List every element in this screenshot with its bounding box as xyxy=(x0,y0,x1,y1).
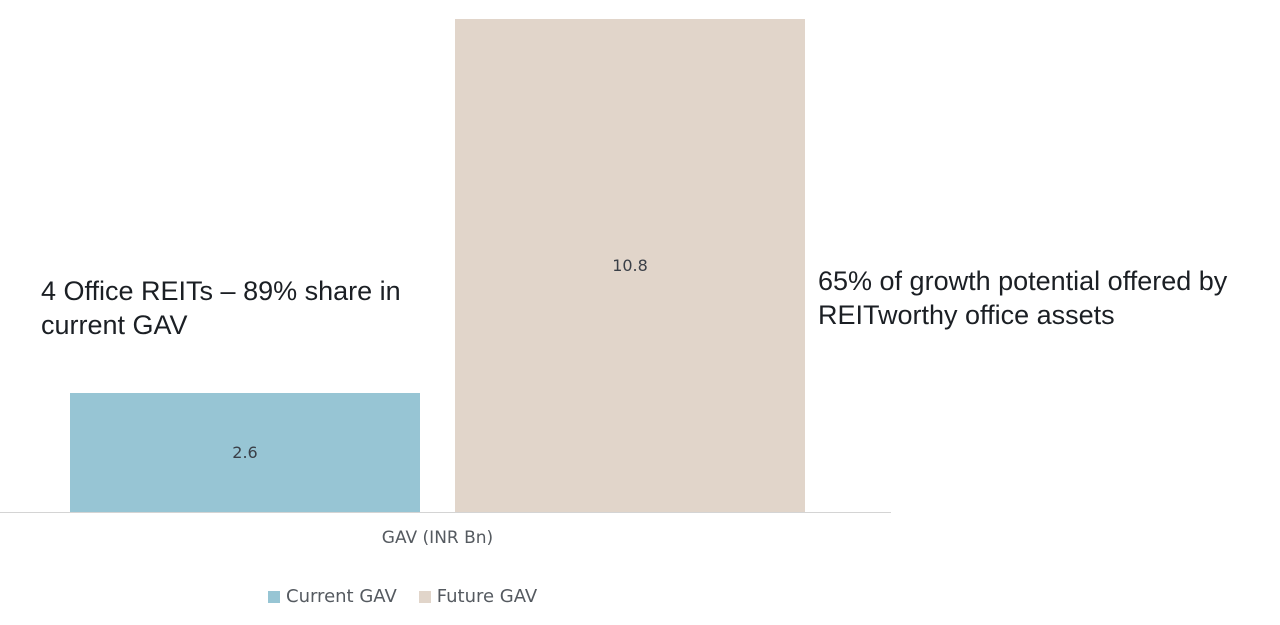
bar-value-label: 2.6 xyxy=(232,443,258,462)
legend-label: Future GAV xyxy=(436,586,538,607)
annotation-right: 65% of growth potential offered by REITw… xyxy=(818,264,1227,332)
annotation-left: 4 Office REITs – 89% share in current GA… xyxy=(41,274,401,342)
legend-label: Current GAV xyxy=(286,586,397,607)
legend-item-future-gav: Future GAV xyxy=(418,586,538,607)
x-axis-title: GAV (INR Bn) xyxy=(381,528,494,548)
bar-future-gav: 10.8 xyxy=(455,19,805,512)
legend-item-current-gav: Current GAV xyxy=(268,586,397,607)
annotation-line: 65% of growth potential offered by xyxy=(818,266,1228,296)
annotation-line: REITworthy office assets xyxy=(818,300,1115,330)
legend: Current GAV Future GAV xyxy=(268,586,559,607)
legend-swatch-icon xyxy=(268,590,280,603)
bar-current-gav: 2.6 xyxy=(70,393,420,512)
legend-swatch-icon xyxy=(418,590,431,603)
bar-value-label: 10.8 xyxy=(612,256,648,275)
x-axis-line xyxy=(0,512,891,513)
annotation-line: 4 Office REITs – 89% share in xyxy=(41,276,401,306)
annotation-line: current GAV xyxy=(41,310,188,340)
